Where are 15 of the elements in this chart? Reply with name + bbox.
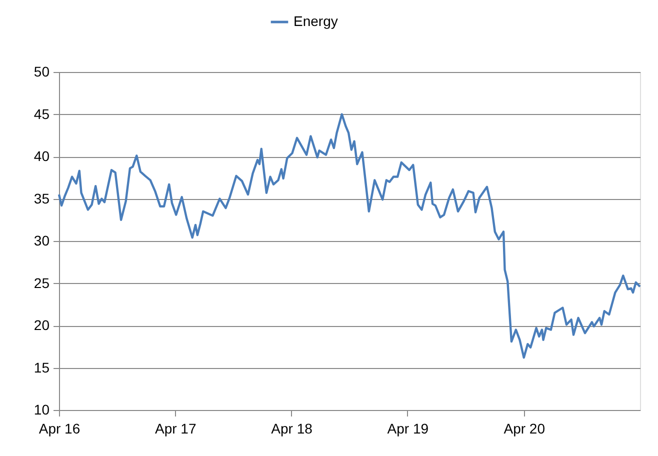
y-tick-label: 15 <box>34 359 50 376</box>
y-tick-label: 50 <box>34 64 50 80</box>
x-tick-label: Apr 17 <box>155 420 196 436</box>
x-tick-label: Apr 18 <box>271 420 313 436</box>
legend-label: Energy <box>294 13 338 29</box>
y-tick-label: 20 <box>34 317 50 333</box>
y-tick-label: 45 <box>34 106 50 122</box>
y-tick-label: 10 <box>34 402 50 418</box>
x-tick-label: Apr 19 <box>387 420 429 436</box>
y-tick-label: 40 <box>34 148 50 164</box>
y-tick-label: 25 <box>34 274 50 291</box>
y-tick-label: 35 <box>34 190 50 206</box>
y-tick-label: 30 <box>34 232 50 248</box>
x-tick-label: Apr 20 <box>504 420 546 436</box>
x-tick-label: Apr 16 <box>38 420 80 436</box>
